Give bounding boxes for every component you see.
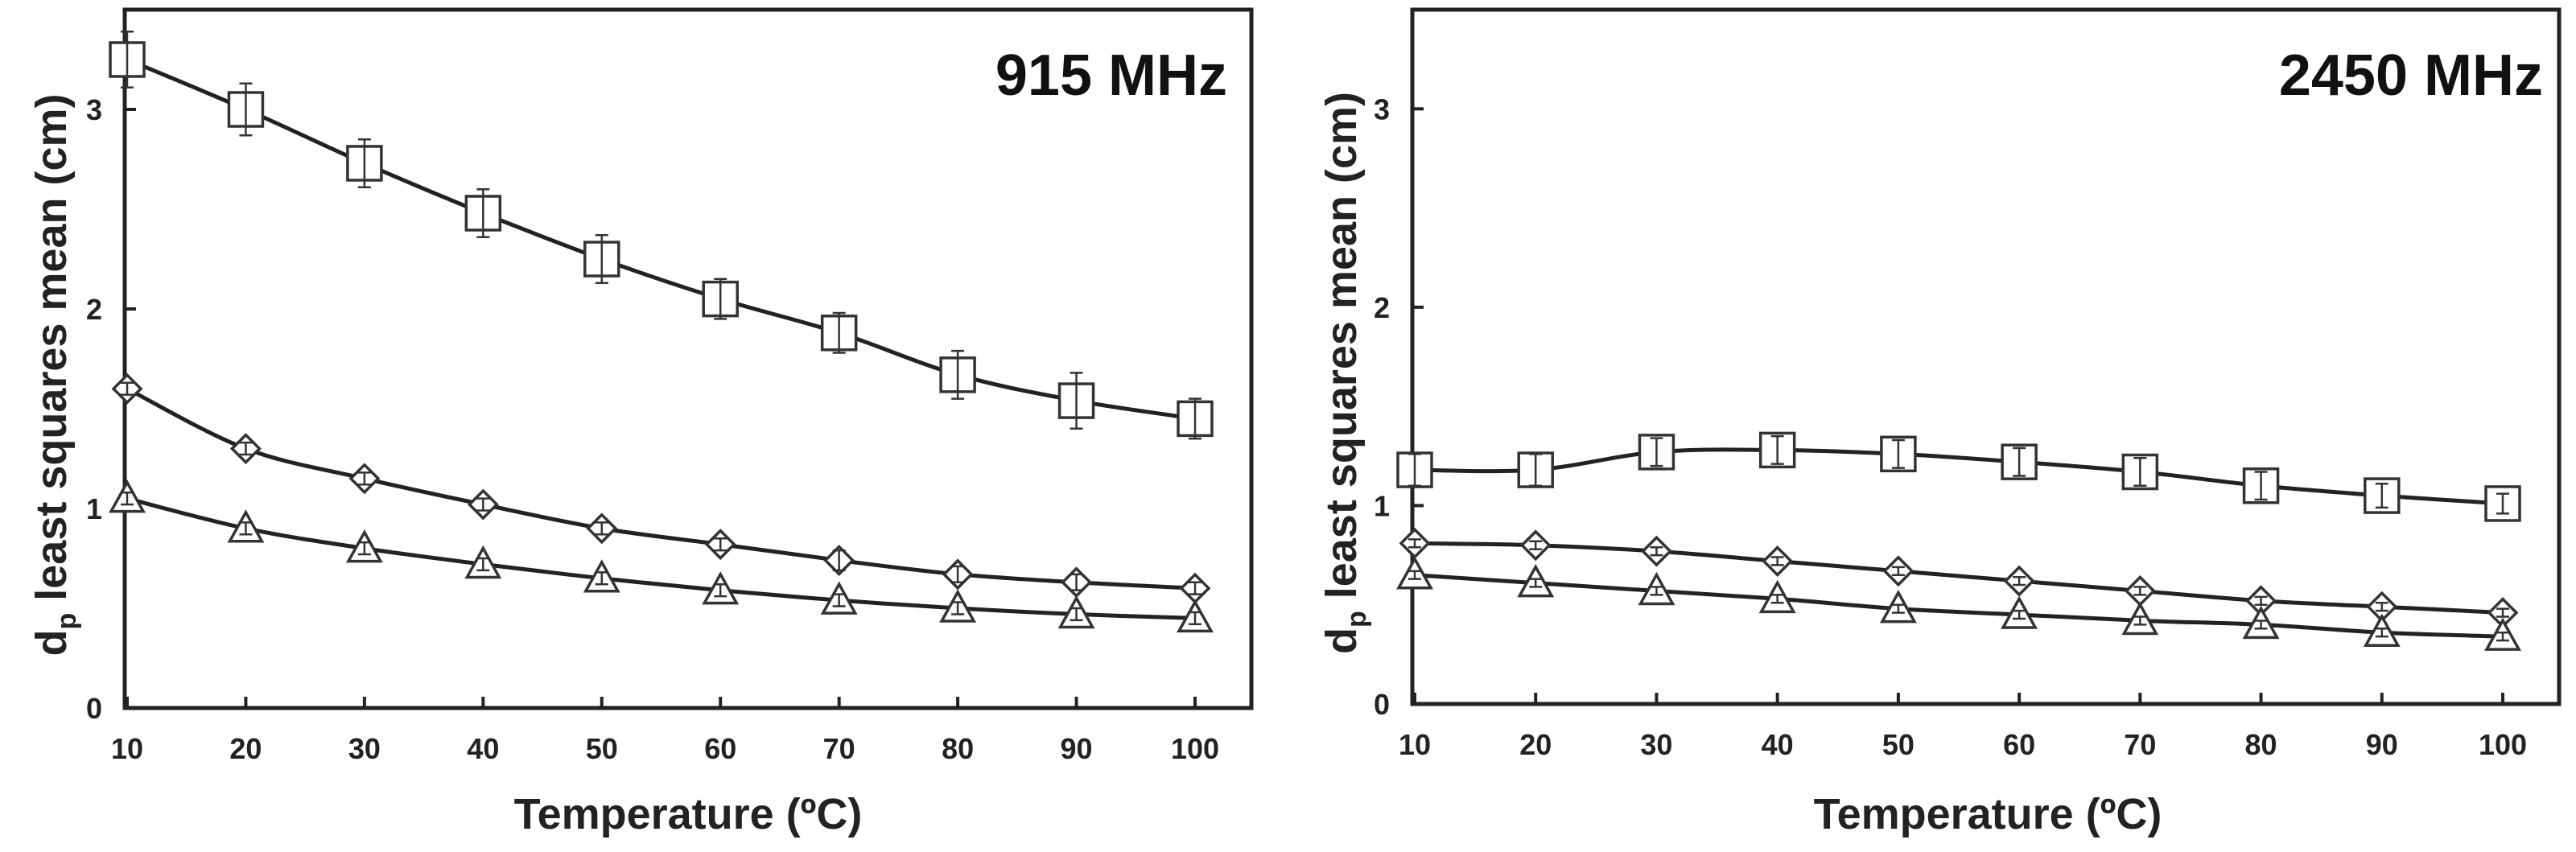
chart-panel-2: 0 1 2 3 10 20 30 40 50 60 70 80 90 100 Temperature (ºC… <box>1317 7 2562 838</box>
x-tick-label: 90 <box>1061 732 1093 765</box>
series-line-triangle <box>126 496 1196 620</box>
x-tick-label: 40 <box>1762 728 1794 761</box>
x-tick-label: 20 <box>1519 728 1552 761</box>
x-tick-label: 30 <box>1640 728 1672 761</box>
y-axis-title-rest: least squares mean (cm) <box>1317 92 1366 611</box>
y-tick-label: 1 <box>86 492 102 525</box>
y-axis-title-main: d <box>1317 628 1366 654</box>
y-axis-title-subscript: p <box>1342 611 1372 628</box>
y-tick-label: 2 <box>1374 291 1390 324</box>
y-tick-label: 0 <box>86 692 102 725</box>
x-tick-label: 10 <box>1399 728 1431 761</box>
series-line-diamond <box>126 386 1196 591</box>
y-tick-label: 0 <box>1374 688 1390 721</box>
y-axis-title-subscript: p <box>52 613 82 630</box>
x-tick-label: 90 <box>2366 728 2398 761</box>
panel-title: 915 MHz <box>995 43 1227 108</box>
x-tick-label: 50 <box>1882 728 1914 761</box>
plot-frame <box>122 7 1254 710</box>
series-diamond <box>111 372 1211 604</box>
x-tick-label: 80 <box>942 732 974 765</box>
x-tick-label: 30 <box>348 732 381 765</box>
x-tick-label: 70 <box>823 732 855 765</box>
series-triangle <box>1396 556 2521 651</box>
x-tick-label: 100 <box>1171 732 1219 765</box>
x-axis-title: Temperature (ºC) <box>1814 790 2162 838</box>
y-tick-label: 1 <box>1374 489 1390 522</box>
series-square <box>109 31 1214 440</box>
x-tick-label: 80 <box>2245 728 2277 761</box>
x-tick-label: 100 <box>2479 728 2527 761</box>
y-axis-title-main: d <box>27 630 76 656</box>
series-line-diamond <box>1414 541 2504 615</box>
y-tick-label: 2 <box>86 293 102 326</box>
series-triangle <box>109 479 1214 633</box>
panel-title: 2450 MHz <box>2279 43 2543 108</box>
x-tick-label: 70 <box>2124 728 2156 761</box>
y-tick-label: 3 <box>86 93 102 126</box>
x-tick-label: 60 <box>2003 728 2035 761</box>
y-tick-label: 3 <box>1374 93 1390 126</box>
plot-frame <box>1410 7 2562 706</box>
series-line-square <box>1414 447 2504 506</box>
x-tick-label: 60 <box>704 732 736 765</box>
x-tick-label: 40 <box>467 732 499 765</box>
x-tick-label: 10 <box>111 732 143 765</box>
y-axis-title-rest: least squares mean (cm) <box>27 93 76 612</box>
x-tick-label: 50 <box>586 732 618 765</box>
y-axis-title: dp least squares mean (cm) <box>1317 92 1372 654</box>
chart-panel-1: 0 1 2 3 10 20 30 40 50 60 70 80 90 100 Temperature (ºC… <box>27 7 1254 838</box>
y-axis-title: dp least squares mean (cm) <box>27 93 82 656</box>
series-line-square <box>126 57 1196 421</box>
series-square <box>1396 431 2521 522</box>
x-axis-title: Temperature (ºC) <box>514 790 863 838</box>
series-line-triangle <box>1414 573 2504 639</box>
x-tick-label: 20 <box>229 732 262 765</box>
